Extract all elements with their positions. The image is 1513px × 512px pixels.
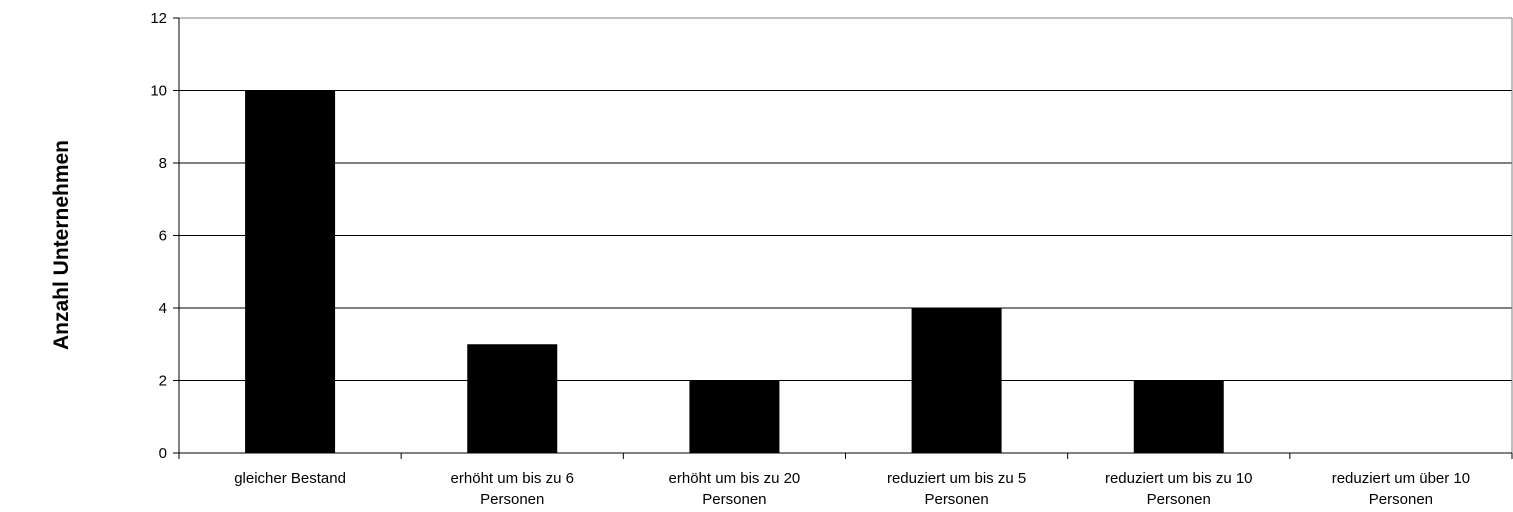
y-tick-label: 8 xyxy=(159,155,167,172)
bars xyxy=(245,90,1224,453)
x-category-label-line: Personen xyxy=(1147,491,1211,508)
y-tick-label: 6 xyxy=(159,228,167,245)
gridlines xyxy=(179,90,1512,381)
x-category-label-line: erhöht um bis zu 6 xyxy=(451,470,574,487)
x-category-label-line: erhöht um bis zu 20 xyxy=(669,470,801,487)
x-category-label: gleicher Bestand xyxy=(234,470,346,487)
y-tick-label: 2 xyxy=(159,373,167,390)
x-category-label: reduziert um bis zu 10 Personen xyxy=(1105,470,1253,508)
x-category-label: erhöht um bis zu 20 Personen xyxy=(669,470,801,508)
y-tick-labels: 0 2 4 6 8 10 12 xyxy=(150,10,167,462)
x-category-label: reduziert um bis zu 5 Personen xyxy=(887,470,1026,508)
x-category-label-line: Personen xyxy=(702,491,766,508)
bar xyxy=(245,90,336,453)
y-tick-label: 10 xyxy=(150,83,167,100)
x-category-label-line: Personen xyxy=(924,491,988,508)
bar xyxy=(689,380,780,453)
x-category-label-line: Personen xyxy=(1369,491,1433,508)
x-category-label-line: Personen xyxy=(480,491,544,508)
bar xyxy=(1133,380,1224,453)
x-category-label-line: reduziert um über 10 xyxy=(1332,470,1470,487)
y-axis-title: Anzahl Unternehmen xyxy=(50,140,73,350)
y-tick-label: 4 xyxy=(159,300,167,317)
y-tick-label: 12 xyxy=(150,10,167,27)
bar xyxy=(467,344,558,453)
x-category-label-line: reduziert um bis zu 10 xyxy=(1105,470,1253,487)
x-category-label: erhöht um bis zu 6 Personen xyxy=(451,470,574,508)
y-tick-label: 0 xyxy=(159,445,167,462)
axes xyxy=(173,17,1513,459)
x-category-label-line: reduziert um bis zu 5 xyxy=(887,470,1026,487)
x-category-label: reduziert um über 10 Personen xyxy=(1332,470,1470,508)
bar xyxy=(911,308,1002,453)
x-category-labels: gleicher Bestand erhöht um bis zu 6 Person… xyxy=(234,470,1470,508)
x-category-label-line: gleicher Bestand xyxy=(234,470,346,487)
